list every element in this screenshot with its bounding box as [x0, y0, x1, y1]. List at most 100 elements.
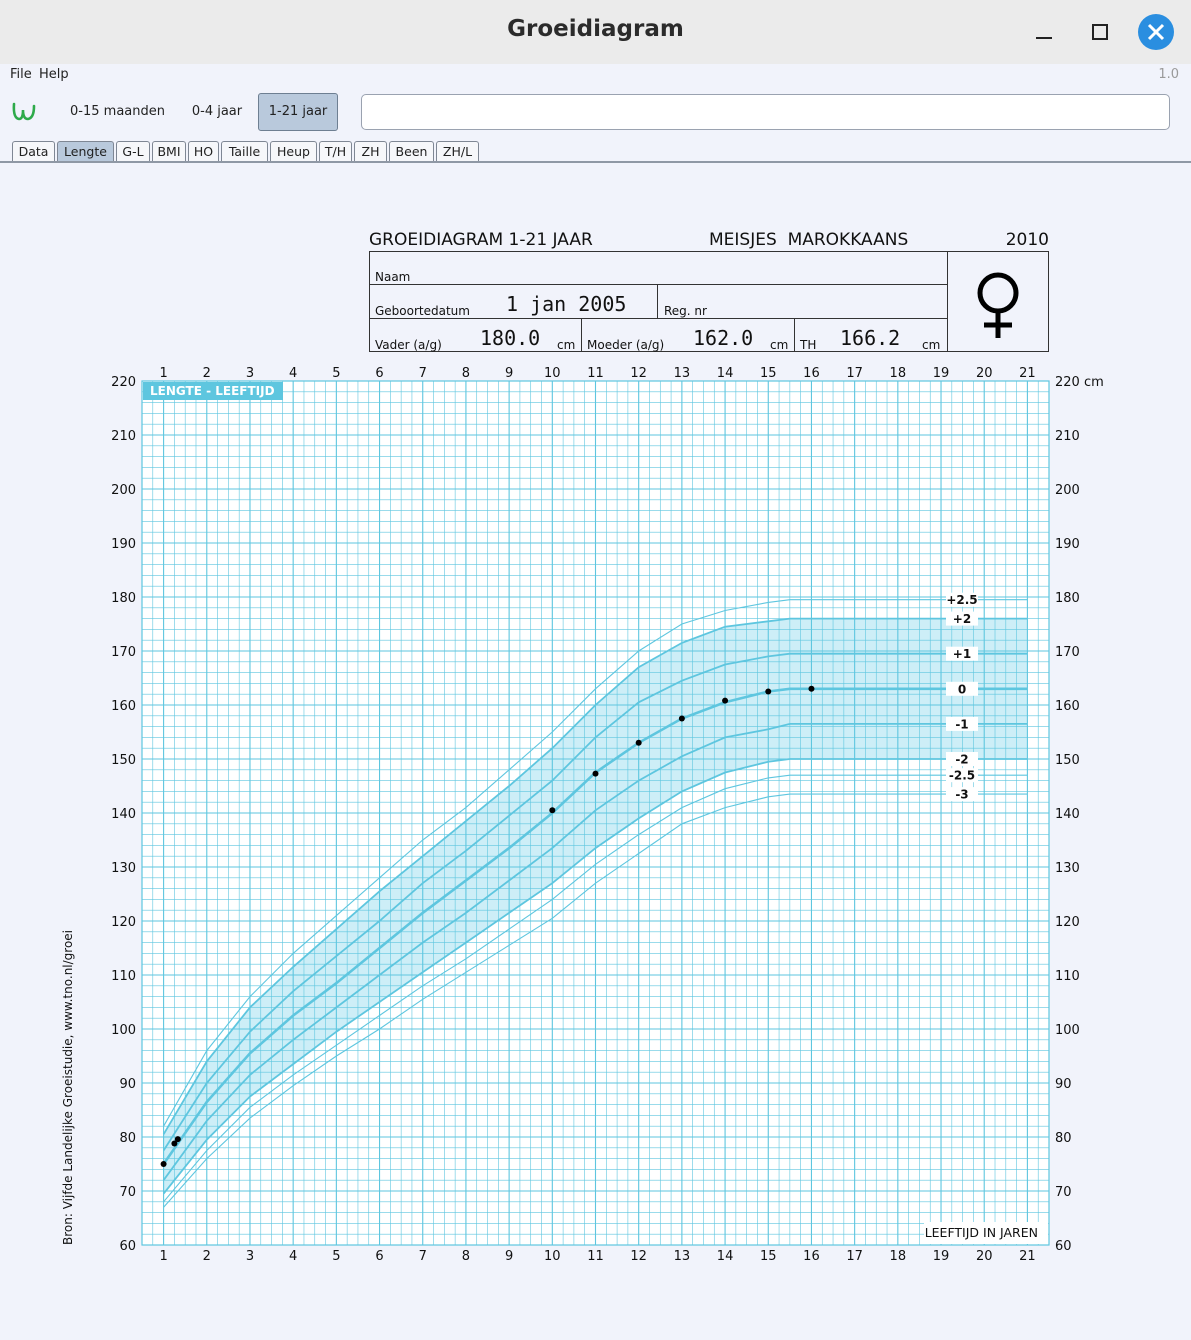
x-tick-label-bottom: 12 [630, 1249, 647, 1264]
tab-been[interactable]: Been [389, 141, 434, 161]
y-tick-label-left: 210 [111, 429, 136, 444]
search-input[interactable] [361, 94, 1170, 130]
x-tick-label-bottom: 4 [289, 1249, 297, 1264]
line-label: +1 [953, 647, 971, 661]
naam-label: Naam [375, 270, 410, 284]
y-tick-label-right: 150 [1055, 753, 1080, 768]
chart-title: LENGTE - LEEFTIJD [150, 384, 275, 398]
measurement-point [635, 739, 642, 746]
th-unit: cm [922, 338, 940, 352]
sd-line-0 [162, 687, 1028, 1165]
tab-g-l[interactable]: G-L [116, 141, 150, 161]
tab-heup[interactable]: Heup [270, 141, 317, 161]
minimize-icon[interactable] [1026, 14, 1062, 50]
y-tick-label-right: 110 [1055, 969, 1080, 984]
vader-value[interactable]: 180.0 [480, 326, 540, 350]
geboortedatum-value[interactable]: 1 jan 2005 [506, 292, 626, 316]
chart-header-year: 2010 [1006, 230, 1049, 250]
x-tick-label-bottom: 6 [375, 1249, 383, 1264]
tab-data[interactable]: Data [12, 141, 55, 161]
toolbar: 0-15 maanden 0-4 jaar 1-21 jaar [0, 86, 1191, 138]
tab-zh-l[interactable]: ZH/L [436, 141, 479, 161]
plot-area: +2.5+2+10-1-2-2.5-3112233445566778899101… [61, 366, 1104, 1264]
line-label: -1 [955, 717, 968, 731]
x-axis-label-bg [924, 1222, 1048, 1244]
sd-line-plus2_5 [163, 599, 1028, 1127]
measurement-point [549, 807, 556, 814]
y-tick-label-right: 140 [1055, 807, 1080, 822]
x-tick-label-top: 4 [289, 366, 297, 381]
x-tick-label-top: 14 [717, 366, 734, 381]
x-tick-label-bottom: 21 [1019, 1249, 1036, 1264]
line-label: -3 [955, 788, 968, 802]
x-tick-label-bottom: 16 [803, 1249, 820, 1264]
range-0-4-jaar-button[interactable]: 0-4 jaar [191, 104, 243, 119]
x-axis-label: LEEFTIJD IN JAREN [925, 1225, 1038, 1240]
x-tick-label-bottom: 2 [203, 1249, 211, 1264]
measurement-point [171, 1140, 178, 1147]
y-tick-label-left: 140 [111, 807, 136, 822]
x-tick-label-bottom: 15 [760, 1249, 777, 1264]
y-tick-label-left: 160 [111, 699, 136, 714]
th-label: TH [799, 338, 816, 352]
x-tick-label-bottom: 1 [159, 1249, 167, 1264]
menu-file[interactable]: File [10, 67, 32, 82]
sd-line-minus1 [162, 723, 1028, 1181]
close-icon[interactable] [1138, 14, 1174, 50]
x-tick-label-top: 19 [933, 366, 950, 381]
tab-t-h[interactable]: T/H [319, 141, 352, 161]
moeder-label: Moeder (a/g) [587, 338, 664, 352]
y-top-right-label: 220 cm [1055, 375, 1104, 390]
range-1-21-jaar-button[interactable]: 1-21 jaar [258, 93, 338, 131]
tab-taille[interactable]: Taille [221, 141, 268, 161]
x-tick-label-top: 1 [159, 366, 167, 381]
measurement-point [808, 685, 815, 692]
x-tick-label-bottom: 18 [890, 1249, 907, 1264]
line-label-bg [946, 716, 978, 731]
y-tick-label-left: 190 [111, 537, 136, 552]
x-tick-label-top: 20 [976, 366, 993, 381]
tab-bmi[interactable]: BMI [152, 141, 186, 161]
y-tick-label-left: 180 [111, 591, 136, 606]
x-tick-label-top: 7 [419, 366, 427, 381]
x-tick-label-bottom: 17 [846, 1249, 863, 1264]
tab-bar: Data Lengte G-L BMI HO Taille Heup T/H Z… [0, 140, 1191, 162]
x-tick-label-top: 15 [760, 366, 777, 381]
y-tick-label-right: 170 [1055, 645, 1080, 660]
line-label-bg [946, 646, 978, 661]
x-tick-label-top: 18 [890, 366, 907, 381]
x-tick-label-bottom: 14 [717, 1249, 734, 1264]
y-tick-label-right: 100 [1055, 1023, 1080, 1038]
measurement-point [678, 715, 685, 722]
tab-lengte[interactable]: Lengte [57, 141, 114, 161]
tab-ho[interactable]: HO [188, 141, 219, 161]
app-logo-icon [10, 98, 38, 126]
y-tick-label-left: 70 [119, 1185, 136, 1200]
line-label: +2 [953, 612, 971, 626]
y-tick-label-left: 80 [119, 1131, 136, 1146]
chart-header-group: MEISJES MAROKKAANS [709, 230, 908, 250]
x-tick-label-top: 12 [630, 366, 647, 381]
x-tick-label-bottom: 3 [246, 1249, 254, 1264]
title-bar: Groeidiagram [0, 0, 1191, 64]
x-tick-label-top: 11 [587, 366, 604, 381]
measurement-point [765, 688, 772, 695]
menu-help[interactable]: Help [39, 67, 69, 82]
regnr-label: Reg. nr [664, 304, 707, 318]
moeder-value[interactable]: 162.0 [693, 326, 753, 350]
line-label: +2.5 [946, 593, 977, 607]
window-title: Groeidiagram [507, 16, 684, 42]
tab-zh[interactable]: ZH [354, 141, 387, 161]
plot-border [141, 380, 1050, 1246]
y-tick-label-left: 150 [111, 753, 136, 768]
maximize-icon[interactable] [1082, 14, 1118, 50]
x-tick-label-top: 8 [462, 366, 470, 381]
x-tick-label-top: 5 [332, 366, 340, 381]
range-0-15-maanden-button[interactable]: 0-15 maanden [70, 104, 165, 119]
x-tick-label-top: 2 [203, 366, 211, 381]
y-tick-label-left: 60 [119, 1239, 136, 1254]
line-label-bg [946, 752, 978, 766]
x-tick-label-top: 9 [505, 366, 513, 381]
y-tick-label-left: 170 [111, 645, 136, 660]
sd-line-plus2 [162, 617, 1028, 1135]
